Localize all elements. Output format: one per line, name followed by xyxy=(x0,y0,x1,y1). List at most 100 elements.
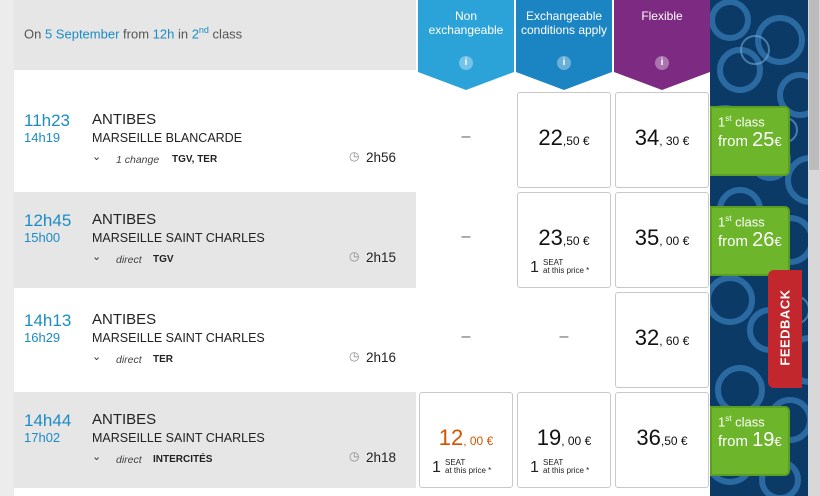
first-class-from: from xyxy=(718,233,753,251)
summary-in: in xyxy=(174,26,192,42)
clock-icon: ◷ xyxy=(349,449,360,463)
first-class-number: 1 xyxy=(718,214,726,230)
journey-duration: 2h18 xyxy=(366,450,397,465)
seat-label: SEAT xyxy=(543,258,564,267)
price-decimal: ,50 € xyxy=(562,234,590,248)
price-decimal: ,50 € xyxy=(660,434,688,448)
clock-icon: ◷ xyxy=(349,149,360,163)
changes-info: direct xyxy=(116,354,142,366)
fare-header-non-exchangeable: Non exchangeable i xyxy=(418,0,514,90)
fare-header-exchangeable: Exchangeable conditions apply i xyxy=(516,0,612,90)
first-class-label: class xyxy=(731,414,765,430)
first-class-offer[interactable]: 1st class from 19€ xyxy=(710,406,790,476)
price-decimal: , 30 € xyxy=(659,134,690,148)
fare-unavailable: – xyxy=(461,228,471,245)
destination-station: MARSEILLE BLANCARDE xyxy=(92,131,243,145)
price-decimal: ,50 € xyxy=(562,134,590,148)
journey-row[interactable]: 11h23 14h19 ANTIBES MARSEILLE BLANCARDE … xyxy=(14,92,710,188)
journey-duration: 2h56 xyxy=(366,150,397,165)
price-decimal: , 00 € xyxy=(463,434,494,448)
fare-card-flexible[interactable]: 35, 00 € xyxy=(615,192,709,288)
seat-count: 1 xyxy=(530,259,539,276)
results-panel: On 5 September from 12h in 2nd class Non… xyxy=(14,0,710,496)
seat-note: at this price * xyxy=(445,466,492,475)
first-class-currency: € xyxy=(774,234,782,250)
chevron-down-icon[interactable]: ⌄ xyxy=(92,251,102,263)
price-integer: 34 xyxy=(634,125,660,150)
origin-station: ANTIBES xyxy=(92,211,157,228)
journey-row[interactable]: 12h45 15h00 ANTIBES MARSEILLE SAINT CHAR… xyxy=(14,192,710,288)
first-class-from: from xyxy=(718,133,753,151)
origin-station: ANTIBES xyxy=(92,411,157,428)
journey-duration: 2h15 xyxy=(366,250,397,265)
destination-station: MARSEILLE SAINT CHARLES xyxy=(92,431,265,445)
journey-details xyxy=(14,392,416,488)
first-class-suffix: st xyxy=(725,114,732,123)
train-type: INTERCITÉS xyxy=(153,454,213,465)
seat-label: SEAT xyxy=(445,458,466,467)
summary-class-suffix: nd xyxy=(198,25,209,35)
journey-duration: 2h16 xyxy=(366,350,397,365)
fare-unavailable: – xyxy=(559,328,569,345)
journey-details xyxy=(14,192,416,288)
page-background xyxy=(0,0,14,496)
first-class-number: 1 xyxy=(718,414,726,430)
first-class-currency: € xyxy=(774,434,782,450)
first-class-offer[interactable]: 1st class from 25€ xyxy=(710,106,790,176)
price-integer: 36 xyxy=(636,425,661,450)
clock-icon: ◷ xyxy=(349,249,360,263)
first-class-offer[interactable]: 1st class from 26€ xyxy=(710,206,790,276)
fare-card-flexible[interactable]: 32, 60 € xyxy=(615,292,709,388)
price-decimal: , 00 € xyxy=(659,234,690,248)
price-integer: 22 xyxy=(538,125,563,150)
fare-header-flexible: Flexible i xyxy=(614,0,710,90)
fare-header-label: Exchangeable conditions apply xyxy=(520,9,608,37)
first-class-suffix: st xyxy=(725,414,732,423)
first-class-number: 1 xyxy=(718,114,726,130)
scrollbar[interactable] xyxy=(808,0,820,496)
feedback-tab[interactable]: FEEDBACK xyxy=(768,270,802,388)
summary-date[interactable]: 5 September xyxy=(44,26,120,42)
seat-note: at this price * xyxy=(543,466,590,475)
info-icon[interactable]: i xyxy=(655,56,669,70)
chevron-down-icon[interactable]: ⌄ xyxy=(92,451,102,463)
destination-station: MARSEILLE SAINT CHARLES xyxy=(92,331,265,345)
fare-card-flexible[interactable]: 36,50 € xyxy=(615,392,709,488)
summary-from: from xyxy=(119,26,153,42)
arrival-time: 16h29 xyxy=(24,330,61,345)
fare-card-non-exchangeable[interactable]: 12, 00 € 1 SEAT at this price * xyxy=(419,392,513,488)
train-type: TGV xyxy=(153,254,174,265)
chevron-down-icon[interactable]: ⌄ xyxy=(92,151,102,163)
first-class-label: class xyxy=(731,214,765,230)
departure-time: 14h44 xyxy=(24,411,72,430)
first-class-price: 19 xyxy=(752,429,775,452)
fare-card-flexible[interactable]: 34, 30 € xyxy=(615,92,709,188)
fare-card-exchangeable[interactable]: 22,50 € xyxy=(517,92,611,188)
origin-station: ANTIBES xyxy=(92,311,157,328)
first-class-label: class xyxy=(731,114,765,130)
fare-unavailable: – xyxy=(461,128,471,145)
info-icon[interactable]: i xyxy=(557,56,571,70)
first-class-suffix: st xyxy=(725,214,732,223)
summary-hour[interactable]: 12h xyxy=(152,26,175,42)
arrival-time: 15h00 xyxy=(24,230,61,245)
info-icon[interactable]: i xyxy=(459,56,473,70)
fare-header-label: Flexible xyxy=(641,9,683,23)
summary-class-word: class xyxy=(208,26,243,42)
search-summary: On 5 September from 12h in 2nd class xyxy=(14,0,416,70)
summary-class-number[interactable]: 2 xyxy=(191,26,199,42)
origin-station: ANTIBES xyxy=(92,111,157,128)
changes-info: 1 change xyxy=(116,154,160,166)
journey-row[interactable]: 14h44 17h02 ANTIBES MARSEILLE SAINT CHAR… xyxy=(14,392,710,488)
fare-card-exchangeable[interactable]: 23,50 € 1 SEAT at this price * xyxy=(517,192,611,288)
price-integer: 19 xyxy=(536,425,562,450)
arrival-time: 17h02 xyxy=(24,430,61,445)
chevron-down-icon[interactable]: ⌄ xyxy=(92,351,102,363)
price-integer: 12 xyxy=(438,425,464,450)
journey-row[interactable]: 14h13 16h29 ANTIBES MARSEILLE SAINT CHAR… xyxy=(14,292,710,388)
departure-time: 11h23 xyxy=(24,111,71,130)
feedback-label: FEEDBACK xyxy=(777,289,793,366)
train-type: TER xyxy=(153,354,173,365)
fare-card-exchangeable[interactable]: 19, 00 € 1 SEAT at this price * xyxy=(517,392,611,488)
scrollbar-thumb[interactable] xyxy=(809,0,819,170)
